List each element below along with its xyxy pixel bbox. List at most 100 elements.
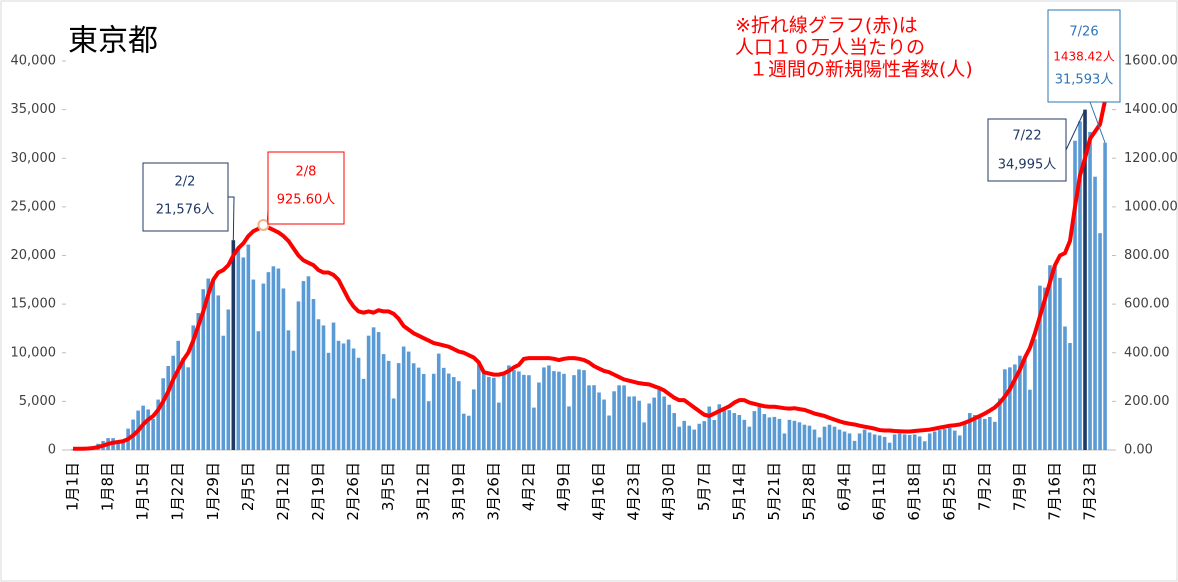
bar: [221, 335, 226, 450]
bar: [236, 248, 241, 450]
bar: [637, 400, 641, 450]
bar: [917, 436, 922, 450]
bar: [832, 426, 837, 450]
bar: [366, 335, 371, 450]
bar: [657, 389, 661, 450]
bar: [983, 418, 987, 450]
bar: [602, 399, 606, 450]
bar: [291, 350, 296, 450]
bar: [141, 405, 145, 450]
x-tick-label: 5月14日: [730, 462, 748, 521]
bar: [341, 343, 346, 450]
y-tick-label: 10,000: [11, 345, 57, 360]
bar: [196, 313, 201, 450]
bar: [737, 414, 742, 450]
bar: [316, 319, 321, 450]
bar: [927, 433, 932, 450]
bar: [687, 425, 692, 450]
bar: [161, 378, 165, 450]
bar: [201, 289, 206, 450]
bar: [261, 283, 266, 450]
x-tick-label: 7月2日: [975, 462, 993, 511]
note: 人口１０万人当たりの: [735, 37, 925, 59]
bar: [817, 437, 822, 450]
callout-box: [267, 151, 345, 225]
bar: [1043, 287, 1047, 450]
bar: [612, 391, 616, 450]
bar: [231, 240, 236, 450]
bar: [552, 371, 556, 450]
bar: [151, 418, 155, 450]
bar: [401, 346, 406, 450]
leader-line: [1065, 109, 1086, 151]
bar: [171, 355, 175, 450]
bar: [847, 433, 852, 450]
bar: [1093, 176, 1097, 451]
bar: [1073, 140, 1077, 450]
bar: [978, 415, 982, 450]
bar: [592, 385, 596, 450]
bar: [386, 360, 391, 450]
bar: [512, 369, 516, 450]
bar: [892, 434, 897, 450]
bar: [436, 353, 441, 450]
bar: [787, 419, 792, 450]
x-tick-label: 2月12日: [274, 462, 292, 521]
bar: [502, 373, 506, 450]
bar: [451, 377, 456, 450]
y2-tick-label: 1200.00: [1124, 151, 1178, 166]
bar: [1013, 364, 1017, 450]
bar: [887, 442, 892, 450]
y2-tick-label: 1600.00: [1124, 54, 1178, 69]
bar: [296, 301, 301, 450]
bar: [867, 432, 872, 450]
bar: [381, 354, 386, 450]
bar: [757, 406, 762, 450]
bar: [732, 413, 737, 450]
bar: [967, 413, 972, 450]
bar: [1068, 343, 1072, 450]
data-label: 21,576人: [156, 203, 215, 218]
bar: [882, 436, 887, 450]
bar: [356, 357, 361, 450]
bar: [482, 371, 486, 450]
bar: [622, 385, 626, 450]
y2-tick-label: 1400.00: [1124, 102, 1178, 117]
bar: [697, 423, 702, 450]
bar: [416, 367, 421, 450]
bar: [627, 396, 631, 450]
x-tick-label: 3月26日: [484, 462, 502, 521]
bar: [391, 398, 396, 450]
x-tick-label: 4月30日: [660, 462, 678, 521]
bar: [522, 374, 526, 450]
x-tick-label: 6月18日: [905, 462, 923, 521]
note: ※折れ線グラフ(赤)は: [735, 15, 918, 37]
bar: [396, 363, 401, 450]
x-tick-label: 5月28日: [800, 462, 818, 521]
data-label: 925.60人: [277, 193, 336, 208]
bar: [812, 429, 817, 450]
bar: [712, 420, 717, 450]
bar: [376, 332, 381, 450]
y-tick-label: 20,000: [11, 248, 57, 263]
bar: [792, 420, 797, 450]
data-label: 1438.42人: [1053, 50, 1115, 64]
bar: [667, 404, 671, 450]
bar: [266, 272, 271, 450]
bar: [607, 415, 611, 450]
bar: [702, 421, 707, 450]
bar: [767, 417, 772, 450]
bar: [777, 418, 782, 450]
x-tick-label: 1月1日: [64, 462, 82, 511]
y2-tick-label: 200.00: [1124, 394, 1170, 409]
bar: [226, 309, 231, 450]
y-tick-label: 0: [48, 443, 56, 458]
y-tick-label: 35,000: [11, 102, 57, 117]
bar: [181, 357, 186, 450]
callout-box: [142, 162, 229, 232]
bar: [472, 389, 476, 450]
bar: [361, 378, 366, 450]
bar: [872, 434, 877, 450]
bar: [1053, 266, 1057, 450]
bar: [517, 371, 521, 450]
